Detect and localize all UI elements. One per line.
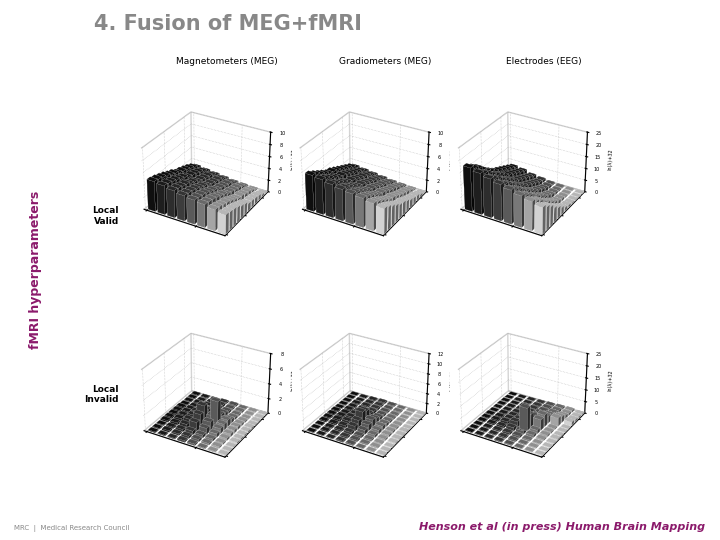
Text: MRC  |  Medical Research Council: MRC | Medical Research Council bbox=[14, 525, 130, 532]
Text: Local
Invalid: Local Invalid bbox=[84, 384, 119, 404]
Text: 4. Fusion of MEG+fMRI: 4. Fusion of MEG+fMRI bbox=[94, 14, 361, 33]
Text: fMRI hyperparameters: fMRI hyperparameters bbox=[30, 191, 42, 349]
Text: Gradiometers (MEG): Gradiometers (MEG) bbox=[339, 57, 431, 66]
Text: Henson et al (in press) Human Brain Mapping: Henson et al (in press) Human Brain Mapp… bbox=[420, 522, 706, 532]
Text: Magnetometers (MEG): Magnetometers (MEG) bbox=[176, 57, 278, 66]
Text: Electrodes (EEG): Electrodes (EEG) bbox=[505, 57, 582, 66]
Text: Local
Valid: Local Valid bbox=[92, 206, 119, 226]
